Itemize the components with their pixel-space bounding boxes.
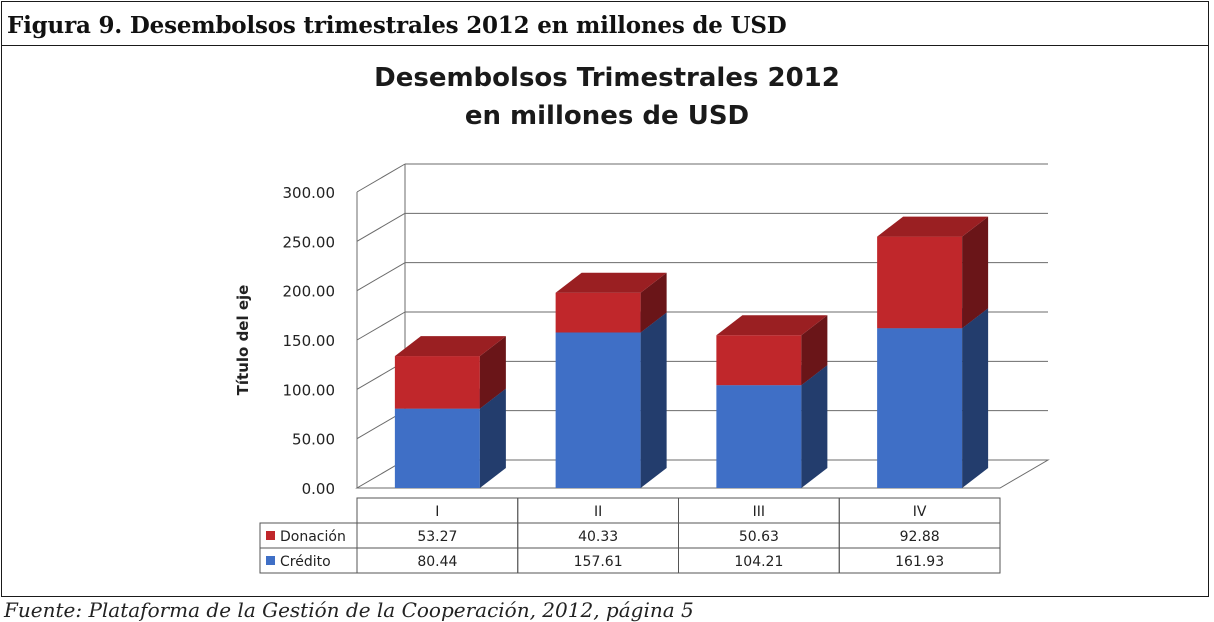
bar-front — [555, 292, 641, 333]
legend-swatch — [266, 556, 275, 565]
bar-top — [555, 272, 667, 293]
bar-side — [962, 308, 989, 488]
y-tick-label: 150.00 — [283, 332, 336, 350]
bar-front — [555, 332, 641, 488]
data-label: 40.33 — [578, 529, 618, 545]
gridline-side — [356, 311, 406, 341]
y-tick-label: 50.00 — [292, 431, 335, 449]
bar-side — [479, 336, 506, 409]
chart-subtitle: en millones de USD — [464, 101, 750, 131]
figure-frame: Figura 9. Desembolsos trimestrales 2012 … — [1, 1, 1209, 597]
legend-label: Crédito — [280, 554, 331, 570]
category-label: IV — [913, 504, 927, 520]
data-label: 161.93 — [895, 554, 944, 570]
y-tick-label: 250.00 — [283, 233, 336, 251]
data-label: 80.44 — [417, 554, 457, 570]
bar-top — [877, 216, 989, 237]
bar-front — [716, 335, 802, 386]
bar-front — [877, 236, 963, 329]
bar-front — [877, 328, 963, 488]
data-label: 53.27 — [417, 529, 457, 545]
bar-side — [801, 365, 828, 488]
bar-side — [801, 315, 828, 386]
data-label: 50.63 — [739, 529, 779, 545]
bar-side — [640, 272, 667, 333]
category-label: I — [435, 504, 439, 520]
chart-title: Desembolsos Trimestrales 2012 — [374, 63, 840, 93]
y-tick-label: 0.00 — [302, 480, 335, 498]
data-label: 104.21 — [734, 554, 783, 570]
y-tick-label: 300.00 — [283, 184, 336, 202]
bar-front — [394, 356, 480, 409]
bar-side — [479, 388, 506, 488]
bar-front — [716, 385, 802, 488]
bar-front — [394, 408, 480, 488]
chart-canvas: 0.00 50.00 100.00 150.00 200.00 250.00 300.00 T… — [234, 163, 1050, 574]
figure-caption: Figura 9. Desembolsos trimestrales 2012 … — [7, 12, 787, 39]
data-label: 157.61 — [574, 554, 623, 570]
legend-label: Donación — [280, 529, 346, 545]
bars-group — [394, 216, 989, 488]
gridline-side — [356, 262, 406, 292]
y-axis-label: Título del eje — [234, 285, 252, 396]
gridline-side — [356, 212, 406, 242]
source-note: Fuente: Plataforma de la Gestión de la C… — [4, 598, 694, 622]
y-tick-label: 100.00 — [283, 381, 336, 399]
bar-side — [640, 312, 667, 488]
gridline-side — [356, 163, 406, 193]
category-label: II — [594, 504, 602, 520]
bar-side — [962, 216, 989, 329]
table-cell — [838, 547, 1001, 574]
legend-swatch — [266, 531, 275, 540]
y-tick-label: 200.00 — [283, 283, 336, 301]
data-label: 92.88 — [900, 529, 940, 545]
figure-header: Figura 9. Desembolsos trimestrales 2012 … — [2, 2, 1208, 46]
category-label: III — [753, 504, 765, 520]
bar-top — [394, 336, 506, 357]
bar-top — [716, 315, 828, 336]
